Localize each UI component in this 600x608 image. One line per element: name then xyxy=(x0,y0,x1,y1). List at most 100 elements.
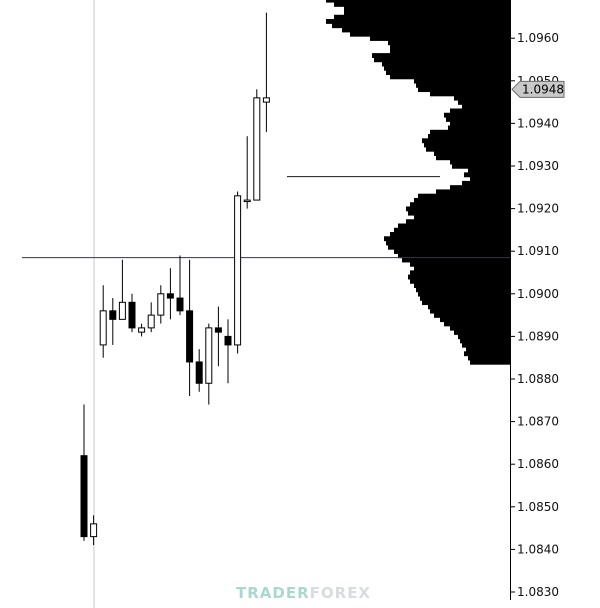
candle xyxy=(128,293,136,333)
volume-profile-bar xyxy=(408,210,510,216)
candle xyxy=(234,191,242,354)
candle-body-bearish xyxy=(109,310,117,320)
volume-profile-bar xyxy=(462,180,510,186)
volume-profile-bar xyxy=(430,129,510,135)
volume-profile-bar xyxy=(424,142,510,148)
candle-body-bullish xyxy=(157,293,165,316)
candle-body-bullish xyxy=(99,310,107,346)
candles xyxy=(80,12,270,546)
candle xyxy=(195,349,203,392)
candle-body-bearish xyxy=(214,327,222,333)
price-tick-label: 1.0840 xyxy=(517,542,559,556)
volume-profile-bar xyxy=(454,330,510,335)
volume-profile-bar xyxy=(450,108,510,114)
candle xyxy=(118,259,126,320)
price-tick-label: 1.0850 xyxy=(517,500,559,514)
candle-body-bullish xyxy=(147,314,155,329)
candle xyxy=(109,298,117,345)
price-axis: 1.0830 1.0840 1.0850 1.0860 1.0870 1.0880 1.08… xyxy=(510,31,559,599)
volume-profile-bar xyxy=(370,36,510,41)
volume-profile-bar xyxy=(448,125,510,131)
volume-profile-bar xyxy=(428,304,510,310)
volume-profile-bar xyxy=(398,223,510,229)
candle-body-bullish xyxy=(205,327,213,384)
volume-profile-bar xyxy=(434,151,510,156)
volume-profile-bar xyxy=(406,219,510,225)
volume-profile-bar xyxy=(342,27,510,33)
candle xyxy=(80,404,88,541)
volume-profile-bar xyxy=(390,48,510,54)
volume-profile-bar xyxy=(416,82,510,88)
volume-profile-bar xyxy=(390,44,510,50)
volume-profile-bar xyxy=(452,163,510,169)
volume-profile-bar xyxy=(414,214,510,220)
volume-profile-bar xyxy=(384,236,510,242)
volume-profile-bar xyxy=(390,74,510,80)
volume-profile-bar xyxy=(420,295,510,301)
volume-profile-bar xyxy=(372,53,510,58)
volume-profile-bar xyxy=(390,232,510,237)
volume-profile-bar xyxy=(384,65,510,71)
candle xyxy=(243,136,251,209)
candle xyxy=(214,306,222,367)
volume-profile-bar xyxy=(450,185,510,191)
volume-profile-bar xyxy=(454,95,510,101)
volume-profile-bar xyxy=(462,342,510,348)
current-price-label: 1.0948 xyxy=(522,82,564,96)
current-price-tag: 1.0948 xyxy=(511,80,565,98)
current-price-tag-shape xyxy=(511,80,565,98)
candle-body-bullish xyxy=(138,327,146,333)
price-tick-label: 1.0860 xyxy=(517,457,559,471)
svg-text:TRADERFOREX: TRADERFOREX xyxy=(236,584,371,602)
candle xyxy=(138,323,146,337)
volume-profile-bar xyxy=(410,278,510,284)
volume-profile-bar xyxy=(468,355,510,361)
volume-profile-bar xyxy=(462,104,510,110)
volume-profile-bar xyxy=(386,70,510,76)
candle-body-bearish xyxy=(186,310,194,363)
volume-profile-bar xyxy=(436,189,510,195)
candle-body-bullish xyxy=(90,523,98,538)
candle xyxy=(253,89,261,201)
volume-profile-bar xyxy=(460,338,510,344)
volume-profile xyxy=(326,0,510,365)
candle xyxy=(99,285,107,358)
volume-profile-bar xyxy=(374,57,510,63)
volume-profile-bar xyxy=(446,117,510,122)
volume-profile-bar xyxy=(410,202,510,208)
volume-profile-bar xyxy=(430,91,510,97)
volume-profile-bar xyxy=(450,159,510,165)
candle xyxy=(166,268,174,320)
candle xyxy=(147,302,155,333)
candle xyxy=(262,12,270,132)
volume-profile-bar xyxy=(464,351,510,357)
volume-profile-bar xyxy=(418,291,510,297)
volume-profile-bar xyxy=(388,40,510,46)
volume-profile-bar xyxy=(470,176,510,182)
volume-profile-bar xyxy=(408,274,510,280)
volume-profile-bar xyxy=(428,134,510,139)
volume-profile-bar xyxy=(416,287,510,293)
volume-profile-bar xyxy=(468,168,510,173)
volume-profile-bar xyxy=(444,321,510,327)
volume-profile-bar xyxy=(422,300,510,306)
volume-profile-bar xyxy=(414,197,510,203)
volume-profile-bar xyxy=(382,61,510,67)
volume-profile-bar xyxy=(470,359,510,365)
candle-body-bullish xyxy=(253,97,261,201)
volume-profile-bar xyxy=(422,138,510,144)
watermark: TRADERFOREX xyxy=(236,584,371,602)
candle xyxy=(157,285,165,324)
volume-profile-bar xyxy=(326,19,510,24)
candle-body-bearish xyxy=(176,297,184,312)
candle xyxy=(186,259,194,397)
volume-profile-bar xyxy=(394,227,510,233)
candle xyxy=(176,255,184,316)
volume-profile-bar xyxy=(414,266,510,271)
price-tick-label: 1.0830 xyxy=(517,585,559,599)
price-tick-label: 1.0930 xyxy=(517,159,559,173)
volume-profile-bar xyxy=(334,14,510,20)
volume-profile-bar xyxy=(394,249,510,254)
volume-profile-bar xyxy=(458,99,510,105)
candle xyxy=(90,515,98,546)
